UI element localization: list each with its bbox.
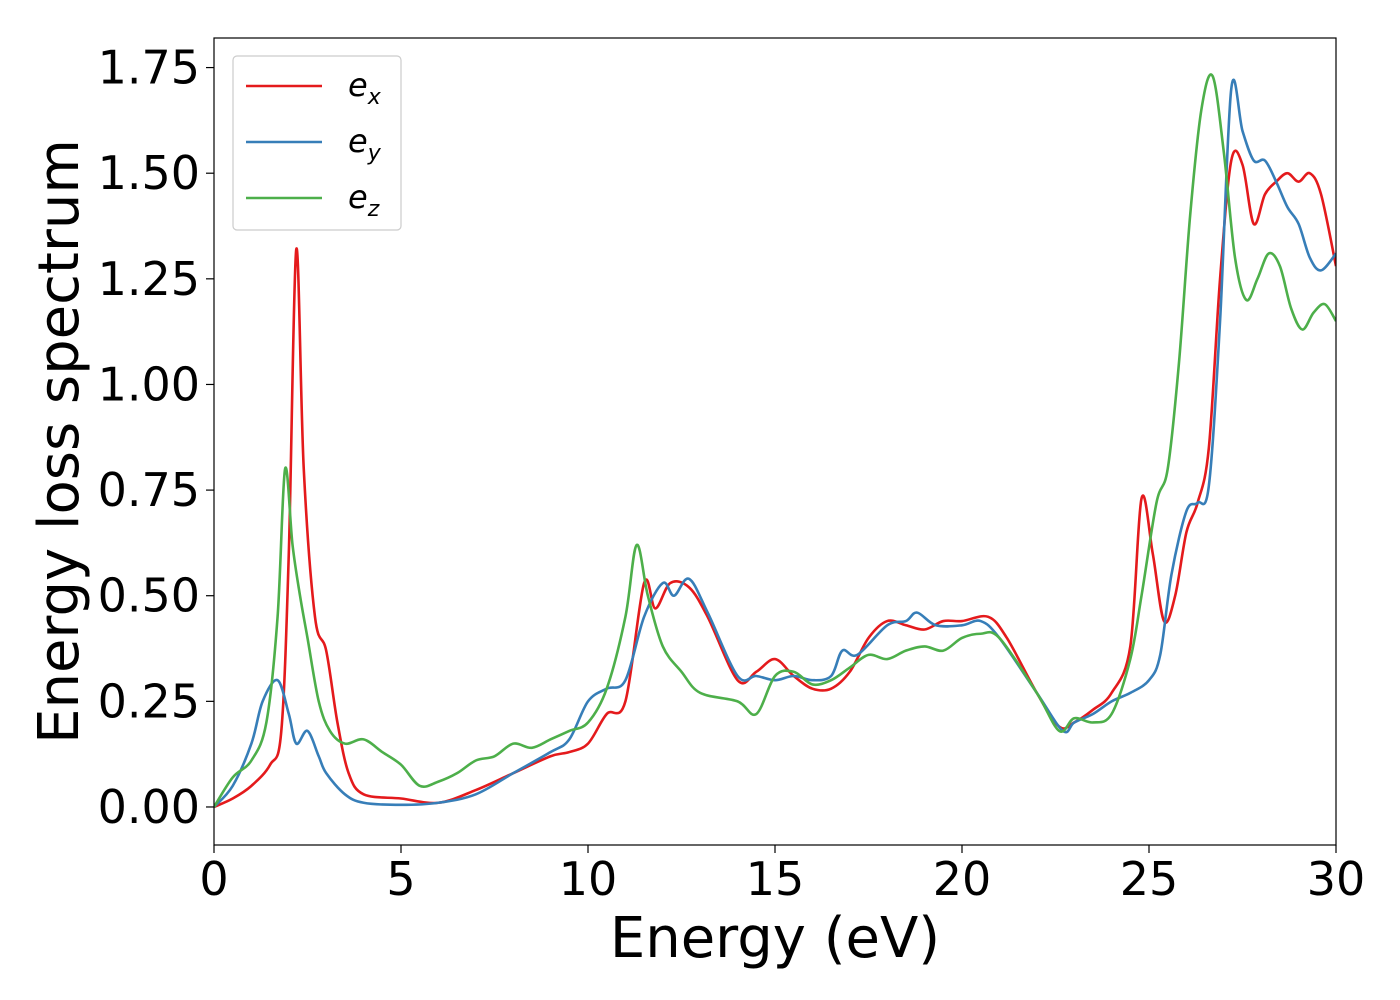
legend-label-y: ey (348, 122, 382, 166)
series-line-x (214, 149, 1336, 809)
series-line-z (214, 73, 1336, 808)
x-axis-label: Energy (eV) (610, 906, 940, 971)
series-layer (214, 73, 1336, 809)
y-tick-label: 0.00 (98, 780, 200, 834)
x-tick-label: 20 (933, 852, 992, 906)
axes-layer: 0 5 10 15 20 25 30 0.00 0.25 0.50 0.75 1.00 1.25 1.50… (98, 37, 1366, 906)
x-tick-label: 15 (746, 852, 805, 906)
legend-label-x: ex (348, 66, 382, 110)
y-tick-label: 1.50 (98, 146, 200, 200)
x-tick-label: 5 (386, 852, 415, 906)
x-tick-label: 25 (1120, 852, 1179, 906)
x-tick-label: 30 (1307, 852, 1366, 906)
y-tick-label: 1.75 (98, 41, 200, 95)
y-tick-label: 0.50 (98, 569, 200, 623)
y-tick-label: 1.00 (98, 357, 200, 411)
y-tick-label: 0.25 (98, 674, 200, 728)
y-tick-label: 0.75 (98, 463, 200, 517)
series-line-y (214, 78, 1336, 808)
x-tick-label: 0 (199, 852, 228, 906)
y-tick-label: 1.25 (98, 252, 200, 306)
x-tick-label: 10 (559, 852, 618, 906)
y-axis-label: Energy loss spectrum (27, 139, 92, 744)
